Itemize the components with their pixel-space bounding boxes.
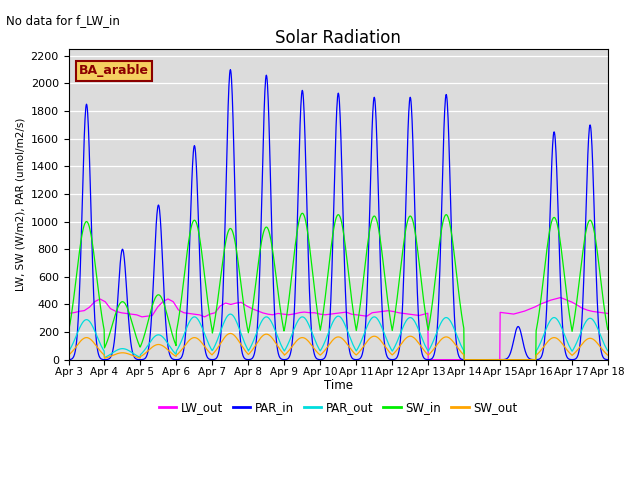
Line: PAR_in: PAR_in: [68, 70, 608, 360]
SW_in: [65, 329, 72, 335]
SW_in: [422, 314, 430, 320]
LW_out: [422, 311, 429, 317]
SW_out: [172, 353, 179, 359]
SW_in: [541, 268, 548, 274]
SW_in: [172, 341, 179, 347]
SW_out: [184, 338, 192, 344]
Text: No data for f_LW_in: No data for f_LW_in: [6, 14, 120, 27]
SW_out: [493, 357, 500, 362]
Legend: LW_out, PAR_in, PAR_out, SW_in, SW_out: LW_out, PAR_in, PAR_out, SW_in, SW_out: [154, 396, 522, 419]
PAR_out: [493, 357, 500, 362]
PAR_out: [604, 348, 612, 354]
Y-axis label: LW, SW (W/m2), PAR (umol/m2/s): LW, SW (W/m2), PAR (umol/m2/s): [15, 118, 25, 291]
PAR_in: [172, 357, 179, 362]
LW_out: [65, 311, 72, 316]
SW_out: [227, 331, 234, 336]
PAR_in: [184, 275, 192, 281]
LW_out: [493, 357, 500, 362]
PAR_out: [172, 351, 179, 357]
LW_out: [184, 311, 192, 316]
PAR_out: [541, 330, 548, 336]
Text: BA_arable: BA_arable: [79, 64, 149, 77]
LW_out: [604, 311, 612, 316]
Line: SW_in: SW_in: [68, 213, 608, 360]
PAR_in: [245, 357, 253, 362]
LW_out: [245, 304, 253, 310]
PAR_out: [184, 321, 192, 327]
PAR_out: [245, 347, 253, 353]
SW_in: [493, 357, 500, 362]
PAR_in: [604, 357, 612, 362]
PAR_in: [227, 67, 234, 72]
PAR_in: [460, 357, 468, 362]
SW_in: [245, 328, 253, 334]
SW_in: [604, 326, 612, 332]
PAR_out: [65, 348, 72, 354]
PAR_in: [493, 357, 500, 362]
PAR_in: [65, 357, 72, 362]
LW_out: [540, 300, 548, 306]
SW_in: [184, 240, 192, 246]
PAR_out: [422, 344, 430, 350]
X-axis label: Time: Time: [324, 379, 353, 392]
Title: Solar Radiation: Solar Radiation: [275, 29, 401, 48]
LW_out: [424, 357, 432, 362]
SW_out: [604, 352, 612, 358]
PAR_in: [541, 339, 548, 345]
SW_out: [245, 351, 253, 357]
LW_out: [172, 302, 179, 308]
SW_out: [422, 350, 430, 356]
LW_out: [557, 295, 564, 300]
Line: LW_out: LW_out: [68, 298, 608, 360]
SW_out: [541, 343, 548, 349]
Line: SW_out: SW_out: [68, 334, 608, 360]
Line: PAR_out: PAR_out: [68, 314, 608, 360]
PAR_out: [460, 357, 468, 362]
SW_out: [460, 357, 468, 362]
PAR_in: [422, 357, 430, 362]
SW_in: [298, 210, 306, 216]
SW_out: [65, 352, 72, 358]
SW_in: [460, 357, 468, 362]
PAR_out: [227, 311, 234, 317]
